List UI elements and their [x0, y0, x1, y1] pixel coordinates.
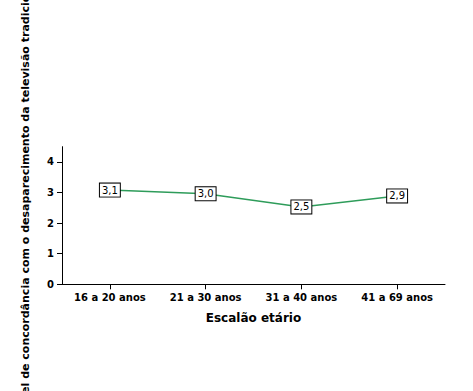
- svg-text:2: 2: [47, 218, 54, 229]
- svg-text:1: 1: [47, 248, 54, 259]
- svg-text:31 a 40 anos: 31 a 40 anos: [266, 292, 338, 303]
- svg-text:3,1: 3,1: [102, 185, 118, 196]
- svg-text:2,5: 2,5: [293, 201, 309, 212]
- svg-text:3,0: 3,0: [198, 188, 214, 199]
- svg-text:21 a 30 anos: 21 a 30 anos: [170, 292, 242, 303]
- svg-text:4: 4: [47, 156, 54, 167]
- svg-text:Média Nível de concordância co: Média Nível de concordância com o desapa…: [19, 0, 32, 391]
- svg-text:2,9: 2,9: [389, 190, 405, 201]
- svg-text:3: 3: [47, 187, 54, 198]
- svg-text:Escalão etário: Escalão etário: [206, 311, 301, 325]
- svg-text:41 a 69 anos: 41 a 69 anos: [361, 292, 433, 303]
- svg-text:0: 0: [47, 279, 54, 290]
- svg-text:16 a 20 anos: 16 a 20 anos: [74, 292, 146, 303]
